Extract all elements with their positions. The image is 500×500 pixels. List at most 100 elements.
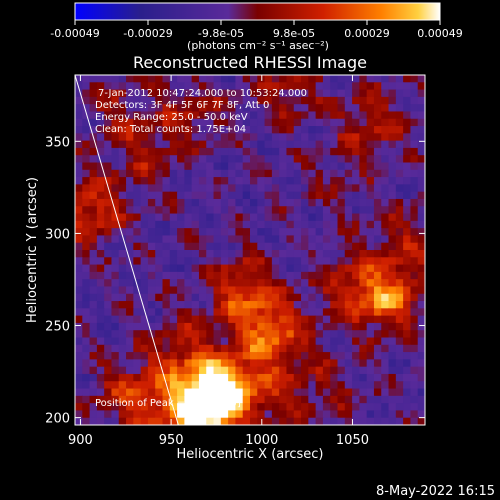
- heatmap-cell: [257, 220, 266, 229]
- heatmap-cell: [133, 126, 142, 134]
- heatmap-cell: [373, 264, 382, 273]
- heatmap-cell: [126, 184, 134, 193]
- heatmap-cell: [118, 220, 127, 229]
- heatmap-cell: [395, 191, 404, 200]
- heatmap-cell: [366, 381, 375, 390]
- heatmap-cell: [271, 279, 280, 288]
- heatmap-cell: [279, 75, 288, 83]
- heatmap-cell: [133, 352, 142, 360]
- heatmap-cell: [184, 104, 193, 113]
- heatmap-cell: [344, 366, 353, 375]
- heatmap-cell: [147, 301, 156, 309]
- heatmap-cell: [417, 191, 425, 200]
- heatmap-cell: [381, 279, 390, 288]
- heatmap-cell: [322, 96, 331, 105]
- heatmap-cell: [381, 388, 390, 397]
- heatmap-cell: [352, 293, 360, 302]
- heatmap-cell: [177, 118, 185, 127]
- heatmap-cell: [126, 417, 134, 425]
- heatmap-cell: [104, 359, 113, 368]
- heatmap-cell: [220, 373, 229, 382]
- heatmap-cell: [301, 235, 309, 244]
- heatmap-cell: [301, 118, 309, 127]
- heatmap-cell: [184, 228, 193, 237]
- heatmap-cell: [366, 388, 375, 397]
- heatmap-cell: [359, 366, 368, 375]
- heatmap-cell: [242, 410, 251, 419]
- heatmap-cell: [75, 373, 83, 382]
- heatmap-cell: [352, 213, 360, 222]
- heatmap-cell: [235, 373, 244, 382]
- heatmap-cell: [228, 242, 237, 251]
- heatmap-cell: [162, 417, 171, 425]
- heatmap-cell: [228, 213, 237, 222]
- heatmap-cell: [191, 213, 200, 222]
- heatmap-cell: [96, 184, 105, 193]
- heatmap-cell: [162, 279, 171, 288]
- heatmap-cell: [206, 373, 215, 382]
- heatmap-cell: [162, 177, 171, 185]
- heatmap-cell: [381, 330, 390, 339]
- heatmap-cell: [381, 89, 390, 98]
- heatmap-cell: [388, 352, 397, 360]
- heatmap-cell: [366, 155, 375, 164]
- heatmap-cell: [118, 228, 127, 237]
- heatmap-cell: [381, 264, 390, 273]
- heatmap-cell: [330, 366, 339, 375]
- heatmap-cell: [75, 322, 83, 331]
- heatmap-cell: [337, 322, 346, 331]
- heatmap-cell: [337, 286, 346, 295]
- heatmap-cell: [133, 162, 142, 171]
- heatmap-cell: [286, 257, 295, 266]
- heatmap-cell: [301, 250, 309, 258]
- heatmap-cell: [140, 293, 149, 302]
- heatmap-cell: [126, 126, 134, 134]
- heatmap-cell: [315, 264, 324, 273]
- heatmap-cell: [373, 373, 382, 382]
- heatmap-cell: [75, 162, 83, 171]
- heatmap-cell: [271, 293, 280, 302]
- heatmap-cell: [198, 359, 207, 368]
- heatmap-cell: [271, 257, 280, 266]
- heatmap-cell: [417, 359, 425, 368]
- heatmap-cell: [213, 96, 222, 105]
- heatmap-cell: [126, 89, 134, 98]
- heatmap-cell: [89, 169, 98, 178]
- heatmap-cell: [315, 169, 324, 178]
- heatmap-cell: [213, 177, 222, 185]
- heatmap-cell: [177, 301, 185, 309]
- heatmap-cell: [169, 75, 178, 83]
- heatmap-cell: [322, 228, 331, 237]
- heatmap-cell: [315, 286, 324, 295]
- heatmap-cell: [118, 395, 127, 404]
- heatmap-cell: [118, 410, 127, 419]
- heatmap-cell: [315, 344, 324, 353]
- heatmap-cell: [366, 250, 375, 258]
- heatmap-cell: [126, 388, 134, 397]
- heatmap-cell: [315, 118, 324, 127]
- heatmap-cell: [381, 220, 390, 229]
- heatmap-cell: [395, 403, 404, 412]
- heatmap-cell: [89, 403, 98, 412]
- heatmap-cell: [388, 286, 397, 295]
- heatmap-cell: [264, 403, 273, 412]
- heatmap-cell: [271, 395, 280, 404]
- heatmap-cell: [96, 177, 105, 185]
- heatmap-cell: [133, 315, 142, 324]
- heatmap-cell: [89, 82, 98, 91]
- heatmap-cell: [162, 89, 171, 98]
- heatmap-cell: [169, 359, 178, 368]
- heatmap-cell: [184, 373, 193, 382]
- heatmap-cell: [82, 308, 91, 317]
- heatmap-cell: [155, 126, 164, 134]
- heatmap-cell: [250, 410, 258, 419]
- heatmap-cell: [410, 417, 419, 425]
- heatmap-cell: [279, 417, 288, 425]
- heatmap-cell: [315, 177, 324, 185]
- heatmap-cell: [293, 228, 302, 237]
- heatmap-cell: [235, 111, 244, 120]
- heatmap-cell: [271, 104, 280, 113]
- heatmap-cell: [126, 213, 134, 222]
- heatmap-cell: [315, 257, 324, 266]
- heatmap-cell: [286, 191, 295, 200]
